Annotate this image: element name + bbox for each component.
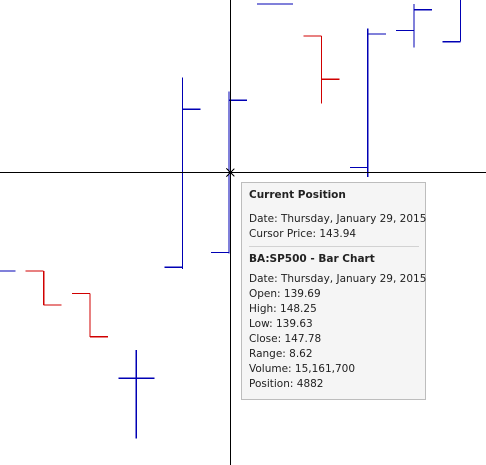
ohlc-bar[interactable] [349, 28, 386, 178]
tooltip-volume: Volume: 15,161,700 [249, 363, 356, 375]
ohlc-bar[interactable] [72, 292, 108, 338]
ohlc-bar[interactable] [25, 270, 62, 306]
ohlc-bar[interactable] [164, 77, 201, 270]
tooltip-close: Close: 147.78 [249, 333, 322, 345]
tooltip-separator [249, 246, 419, 247]
data-tooltip: Current Position Date: Thursday, January… [241, 182, 426, 400]
tooltip-current-date: Date: Thursday, January 29, 2015 [249, 213, 427, 225]
ohlc-bar[interactable] [118, 349, 155, 439]
tooltip-low: Low: 139.63 [249, 318, 313, 330]
tooltip-position: Position: 4882 [249, 378, 324, 390]
tooltip-range: Range: 8.62 [249, 348, 313, 360]
tooltip-cursor-price: Cursor Price: 143.94 [249, 228, 357, 240]
ohlc-bar[interactable] [303, 35, 340, 104]
ohlc-bar[interactable] [396, 4, 433, 48]
tooltip-open: Open: 139.69 [249, 288, 321, 300]
tooltip-series-title: BA:SP500 - Bar Chart [249, 253, 375, 265]
tooltip-high: High: 148.25 [249, 303, 317, 315]
ohlc-bar[interactable] [442, 0, 478, 43]
crosshair-cursor-icon [226, 168, 235, 177]
tooltip-current-title: Current Position [249, 189, 346, 201]
tooltip-date: Date: Thursday, January 29, 2015 [249, 273, 427, 285]
